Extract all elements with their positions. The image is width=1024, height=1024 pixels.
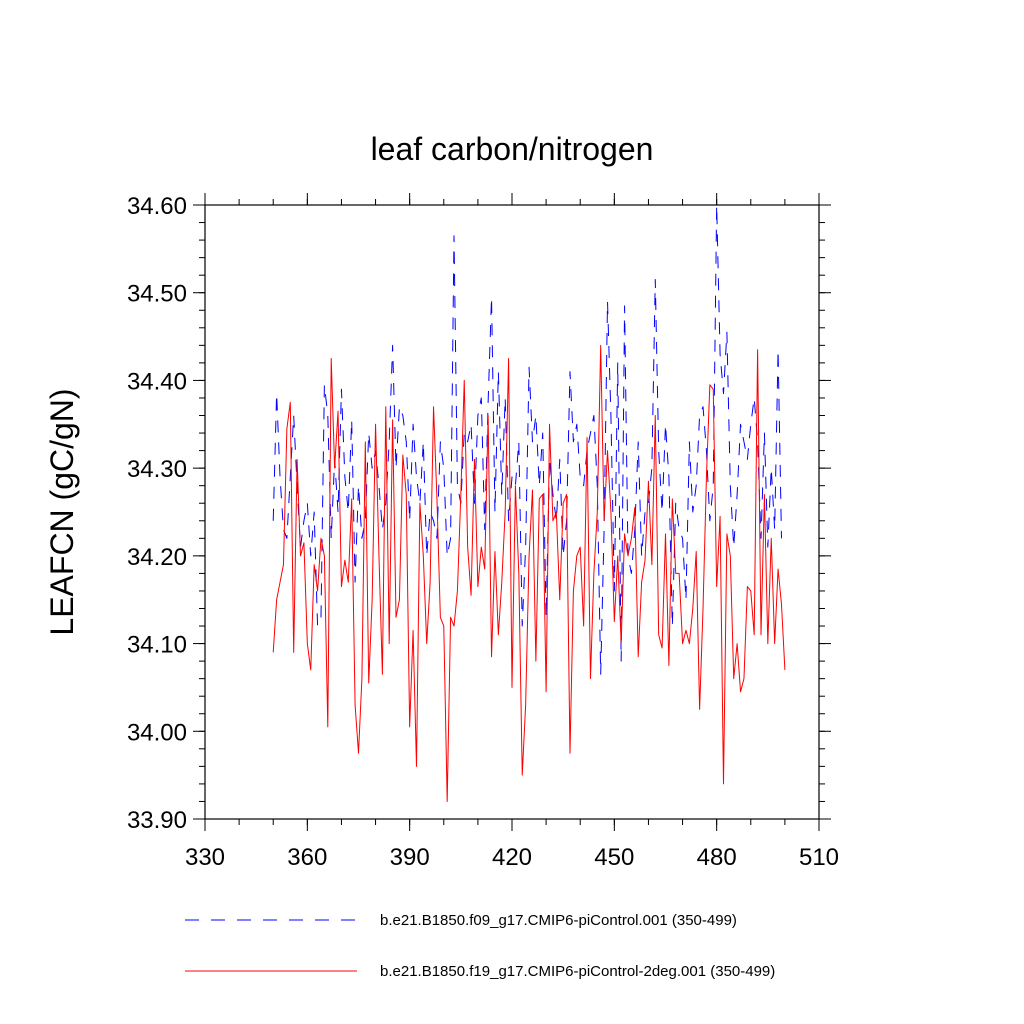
x-tick-label: 480 bbox=[697, 844, 737, 871]
y-tick-label: 34.50 bbox=[127, 281, 187, 308]
axes-layer: 330 360 390 420 450 480 510 33.90 34.00 34.10 34.2… bbox=[127, 193, 839, 871]
y-tick-label: 34.40 bbox=[127, 368, 187, 395]
series-line-2 bbox=[272, 344, 786, 802]
y-tick-label: 34.10 bbox=[127, 632, 187, 659]
y-tick-label: 34.00 bbox=[127, 719, 187, 746]
y-tick-label: 34.60 bbox=[127, 193, 187, 220]
series-layer bbox=[272, 204, 786, 802]
x-tick-label: 510 bbox=[799, 844, 839, 871]
plot-frame bbox=[204, 204, 820, 820]
y-tick-label: 33.90 bbox=[127, 807, 187, 834]
y-axis-label: LEAFCN (gC/gN) bbox=[44, 388, 80, 635]
y-tick-label: 34.30 bbox=[127, 456, 187, 483]
legend: b.e21.B1850.f09_g17.CMIP6-piControl.001 … bbox=[185, 912, 775, 980]
y-tick-label: 34.20 bbox=[127, 544, 187, 571]
chart-title: leaf carbon/nitrogen bbox=[371, 131, 654, 167]
x-tick-label: 420 bbox=[492, 844, 532, 871]
legend-label-series-1: b.e21.B1850.f09_g17.CMIP6-piControl.001 … bbox=[380, 912, 737, 929]
series-line-1 bbox=[272, 204, 782, 675]
legend-label-series-2: b.e21.B1850.f19_g17.CMIP6-piControl-2deg… bbox=[380, 963, 775, 980]
x-tick-label: 360 bbox=[287, 844, 327, 871]
x-tick-label: 450 bbox=[594, 844, 634, 871]
x-tick-label: 330 bbox=[185, 844, 225, 871]
x-tick-label: 390 bbox=[390, 844, 430, 871]
